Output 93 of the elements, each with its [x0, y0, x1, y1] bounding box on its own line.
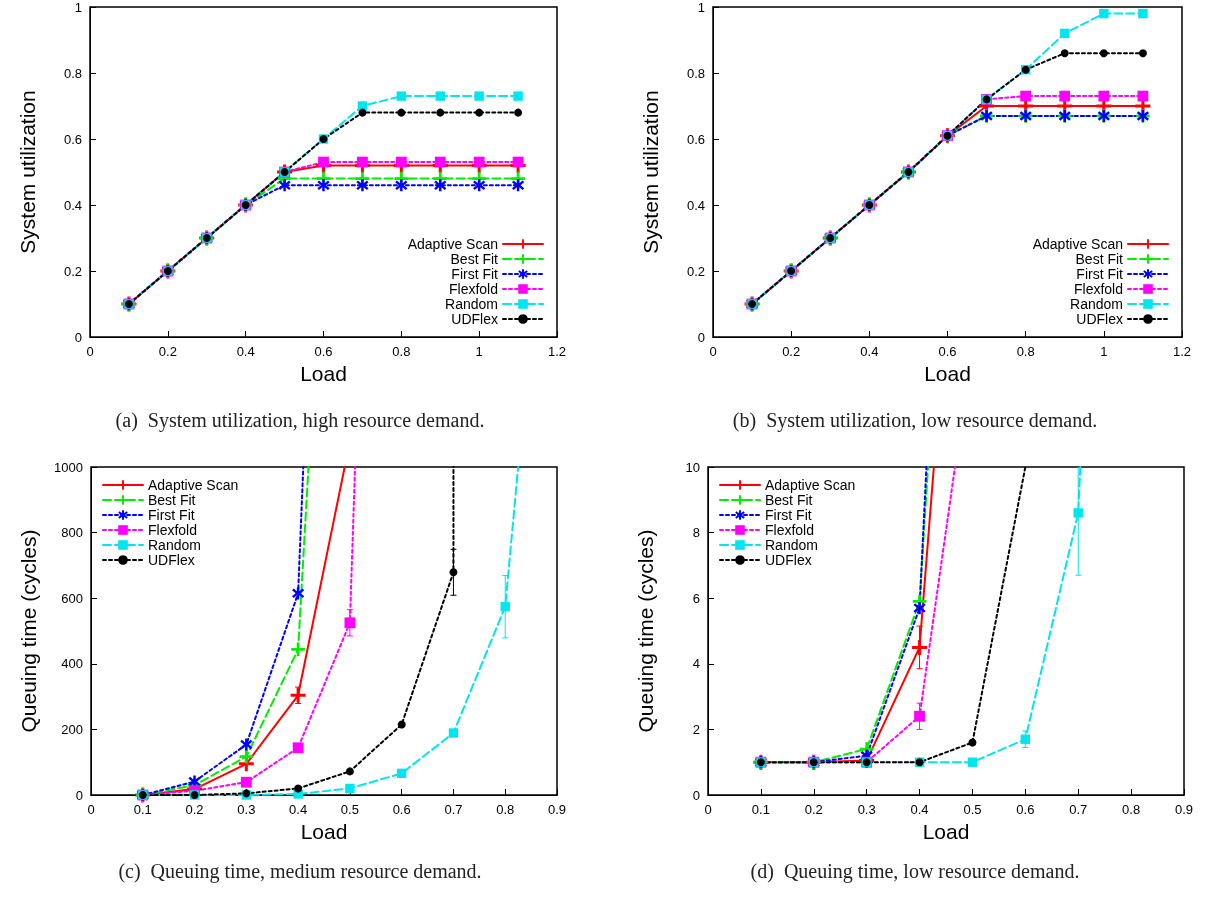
y-tick-label: 0 — [692, 787, 700, 803]
legend-label: Best Fit — [148, 492, 196, 508]
x-tick-label: 0.8 — [1122, 802, 1141, 817]
legend-label: Best Fit — [450, 251, 499, 267]
x-tick-label: 0.9 — [1174, 802, 1194, 817]
y-axis-title: System utilization — [16, 90, 39, 254]
y-tick-label: 400 — [61, 656, 83, 672]
legend-label: First Fit — [765, 507, 812, 523]
y-axis-title: Queuing time (cycles) — [634, 529, 657, 733]
x-tick-label: 0.8 — [496, 802, 515, 817]
x-tick-label: 0.4 — [289, 802, 308, 817]
x-tick-label: 0.2 — [804, 802, 823, 817]
x-tick-label: 0.7 — [444, 802, 463, 817]
y-tick-label: 0.2 — [63, 263, 82, 279]
y-tick-label: 0 — [697, 329, 705, 345]
x-tick-label: 0.6 — [392, 802, 411, 817]
x-tick-label: 1 — [1100, 344, 1108, 359]
x-axis-title: Load — [300, 819, 348, 843]
text: (c) Queuing time, medium resource demand. — [118, 860, 482, 883]
text: (a) System utilization, high resource demand. — [115, 409, 485, 432]
legend-label: First Fit — [451, 266, 499, 282]
legend-label: Random — [1070, 296, 1123, 312]
legend-label: UDFlex — [1076, 311, 1123, 327]
legend-label: UDFlex — [451, 311, 498, 327]
text: (b) System utilization, low resource demand. — [732, 409, 1098, 432]
x-tick-label: 0.3 — [857, 802, 876, 817]
y-tick-label: 0 — [74, 329, 82, 345]
x-tick-label: 0.9 — [547, 802, 567, 817]
y-tick-label: 800 — [61, 525, 83, 541]
x-tick-label: 0.6 — [1016, 802, 1035, 817]
y-tick-label: 0.6 — [63, 131, 82, 147]
y-tick-label: 200 — [61, 721, 83, 737]
x-tick-label: 1.2 — [1172, 344, 1192, 359]
x-tick-label: 0.2 — [782, 344, 801, 359]
legend-label: Adaptive Scan — [765, 477, 856, 493]
y-tick-label: 0.4 — [63, 197, 82, 213]
x-tick-label: 0.8 — [392, 344, 411, 359]
x-axis-title: Load — [924, 362, 971, 385]
y-tick-label: 0.4 — [686, 197, 705, 213]
y-tick-label: 1 — [697, 0, 705, 15]
legend-label: Flexfold — [448, 281, 498, 297]
x-tick-label: 0 — [86, 344, 94, 359]
y-tick-label: 600 — [61, 590, 83, 606]
legend-label: First Fit — [148, 507, 195, 523]
y-tick-label: 2 — [692, 721, 700, 737]
legend-label: Adaptive Scan — [407, 236, 498, 252]
x-tick-label: 0.6 — [938, 344, 957, 359]
x-tick-label: 1.2 — [547, 344, 567, 359]
y-tick-label: 0.8 — [63, 65, 82, 81]
legend-label: Flexfold — [765, 522, 815, 538]
x-tick-label: 0.2 — [158, 344, 177, 359]
x-tick-label: 0.4 — [910, 802, 929, 817]
y-axis-title: System utilization — [639, 90, 662, 254]
x-axis-title: Load — [300, 362, 347, 385]
x-tick-label: 0.3 — [237, 802, 256, 817]
y-tick-label: 10 — [685, 459, 700, 475]
x-tick-label: 0.5 — [340, 802, 359, 817]
legend-label: Random — [148, 537, 201, 553]
x-tick-label: 0.4 — [860, 344, 879, 359]
x-tick-label: 0 — [709, 344, 717, 359]
legend-label: First Fit — [1076, 266, 1124, 282]
y-tick-label: 6 — [692, 590, 700, 606]
x-tick-label: 0.1 — [133, 802, 152, 817]
y-tick-label: 0.2 — [686, 263, 705, 279]
x-tick-label: 0.6 — [314, 344, 333, 359]
legend-label: Flexfold — [148, 522, 198, 538]
legend-label: Best Fit — [765, 492, 813, 508]
text: (d) Queuing time, low resource demand. — [750, 860, 1080, 883]
x-tick-label: 0.7 — [1069, 802, 1088, 817]
legend-label: Adaptive Scan — [148, 477, 239, 493]
x-tick-label: 0 — [87, 802, 95, 817]
y-tick-label: 0.6 — [686, 131, 705, 147]
x-tick-label: 0.4 — [236, 344, 255, 359]
legend-label: UDFlex — [765, 552, 812, 568]
x-tick-label: 0.8 — [1016, 344, 1035, 359]
legend-label: Best Fit — [1075, 251, 1124, 267]
y-tick-label: 8 — [692, 525, 700, 541]
y-tick-label: 4 — [692, 656, 700, 672]
x-tick-label: 0.1 — [751, 802, 770, 817]
y-axis-title: Queuing time (cycles) — [17, 529, 40, 733]
x-tick-label: 0.5 — [963, 802, 982, 817]
y-tick-label: 0.8 — [686, 65, 705, 81]
legend-label: UDFlex — [148, 552, 195, 568]
y-tick-label: 1000 — [54, 459, 83, 475]
x-tick-label: 1 — [475, 344, 483, 359]
y-tick-label: 0 — [75, 787, 83, 803]
y-tick-label: 1 — [74, 0, 82, 15]
x-tick-label: 0.2 — [185, 802, 204, 817]
legend-label: Random — [765, 537, 818, 553]
legend-label: Random — [445, 296, 498, 312]
x-axis-title: Load — [922, 819, 970, 843]
legend-label: Adaptive Scan — [1032, 236, 1123, 252]
legend-label: Flexfold — [1073, 281, 1123, 297]
